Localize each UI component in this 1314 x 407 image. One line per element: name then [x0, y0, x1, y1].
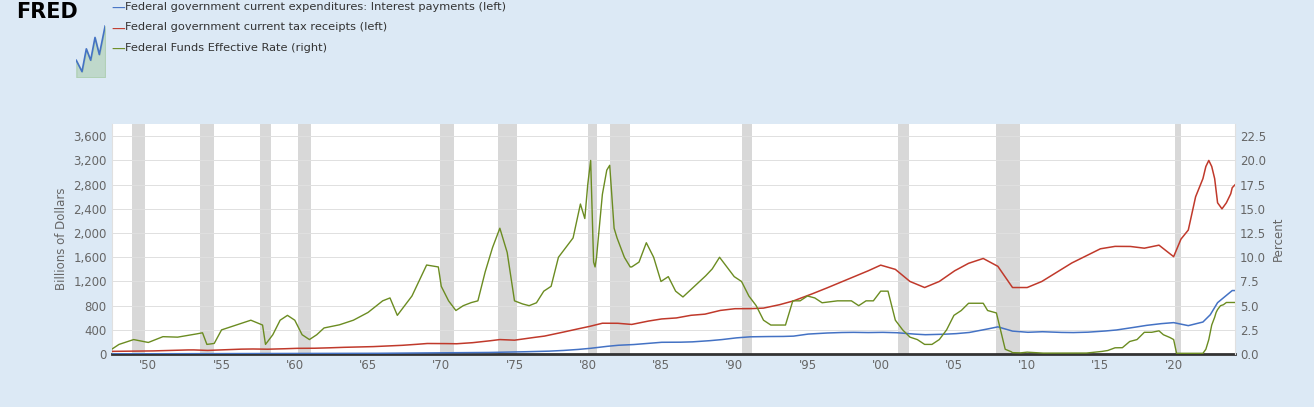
Bar — [200, 124, 214, 354]
Text: Federal government current tax receipts (left): Federal government current tax receipts … — [125, 22, 386, 33]
Bar — [996, 124, 1020, 354]
Bar — [610, 124, 631, 354]
Bar — [298, 124, 311, 354]
Bar — [260, 124, 272, 354]
Text: Federal Funds Effective Rate (right): Federal Funds Effective Rate (right) — [125, 43, 327, 53]
Text: —: — — [112, 22, 125, 36]
Bar — [133, 124, 146, 354]
Text: —: — — [112, 43, 125, 57]
Bar — [440, 124, 455, 354]
Y-axis label: Percent: Percent — [1272, 217, 1285, 261]
Y-axis label: Billions of Dollars: Billions of Dollars — [55, 188, 68, 290]
Bar — [498, 124, 518, 354]
Bar — [1175, 124, 1181, 354]
Text: FRED: FRED — [16, 2, 78, 22]
Bar — [741, 124, 752, 354]
Bar — [587, 124, 597, 354]
Bar — [899, 124, 908, 354]
Text: —: — — [112, 2, 125, 16]
Text: Federal government current expenditures: Interest payments (left): Federal government current expenditures:… — [125, 2, 506, 12]
